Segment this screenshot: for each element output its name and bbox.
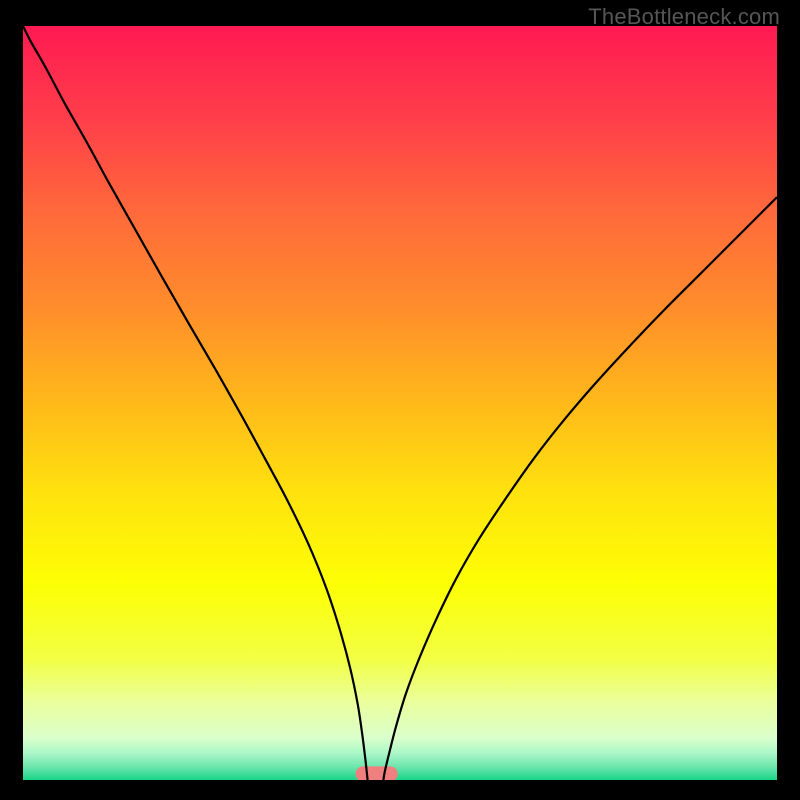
chart-svg: [23, 26, 777, 780]
min-marker: [356, 766, 398, 780]
chart-container: TheBottleneck.com: [0, 0, 800, 800]
chart-background: [23, 26, 777, 780]
plot-area: [23, 26, 777, 780]
